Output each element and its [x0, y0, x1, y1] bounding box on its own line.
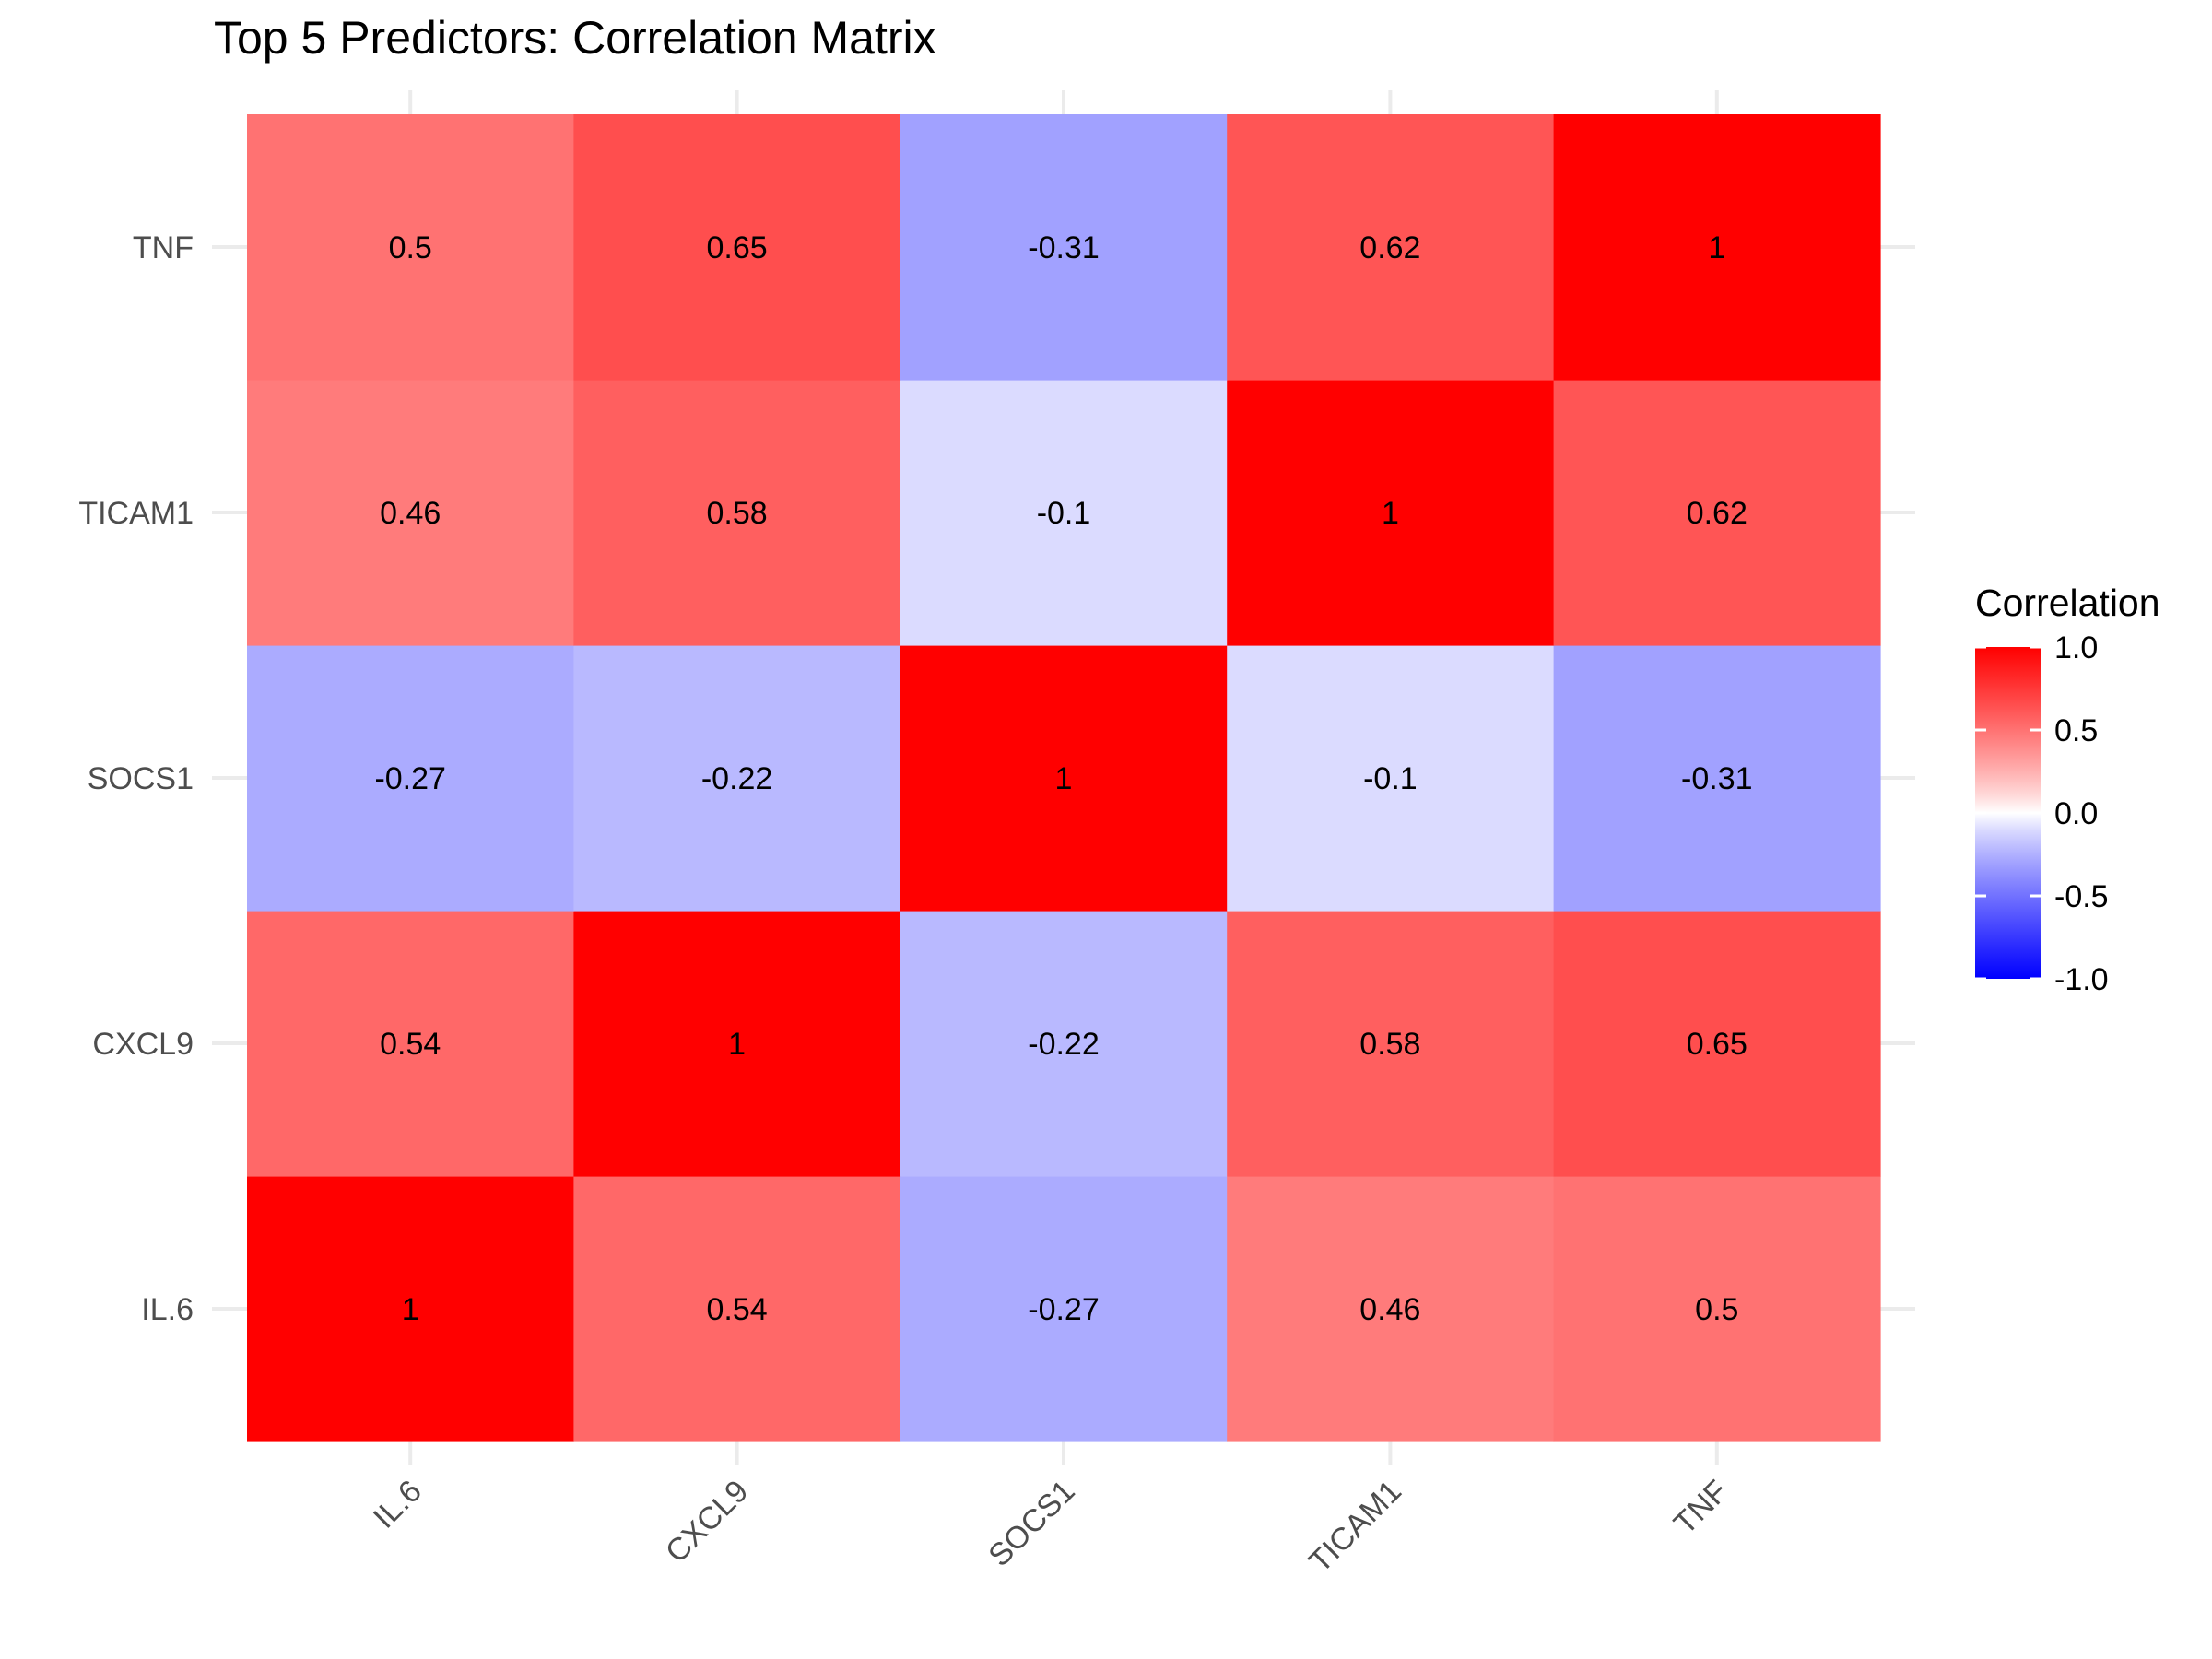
- x-tick-label: SOCS1: [982, 1474, 1081, 1573]
- cell-value-label: 0.58: [707, 496, 768, 531]
- cell-value-label: 1: [1055, 761, 1073, 796]
- heatmap-cell: [247, 911, 574, 1177]
- cell-value-label: 0.5: [1695, 1292, 1738, 1327]
- cell-value-labels: 1 0.54 -0.27 0.46 0.5 0.54 1 -0.22 0.58 0.65 -0.27…: [374, 230, 1752, 1327]
- heatmap-cell: [900, 380, 1228, 646]
- y-tick-label: CXCL9: [92, 1027, 194, 1062]
- heatmap-cell: [1553, 911, 1881, 1177]
- chart-title: Top 5 Predictors: Correlation Matrix: [214, 12, 936, 64]
- heatmap-cell: [1553, 1176, 1881, 1442]
- heatmap-cell: [1227, 1176, 1555, 1442]
- heatmap-cell: [1553, 114, 1881, 381]
- cell-value-label: 0.46: [1359, 1292, 1420, 1327]
- color-legend: Correlation 1.0 0.5 0.0 -0.5 -1.0: [1975, 582, 2160, 997]
- legend-tick-label: 0.5: [2054, 713, 2098, 748]
- heatmap-cell: [900, 911, 1228, 1177]
- cell-value-label: -0.1: [1037, 496, 1091, 531]
- x-tick-label: TNF: [1667, 1474, 1735, 1542]
- heatmap-cell: [573, 911, 901, 1177]
- cell-value-label: 0.62: [1687, 496, 1747, 531]
- cell-value-label: 0.65: [1687, 1027, 1747, 1062]
- cell-value-label: 1: [1708, 230, 1725, 265]
- cell-value-label: -0.31: [1681, 761, 1753, 796]
- cell-value-label: 1: [402, 1292, 419, 1327]
- cell-value-label: 0.62: [1359, 230, 1420, 265]
- y-tick-label: IL.6: [141, 1292, 194, 1327]
- legend-title: Correlation: [1975, 582, 2160, 624]
- x-tick-label: CXCL9: [659, 1474, 755, 1570]
- heatmap-cell: [247, 1176, 574, 1442]
- heatmap-cell: [900, 645, 1228, 912]
- cell-value-label: 0.54: [380, 1027, 441, 1062]
- cell-value-label: -0.31: [1028, 230, 1100, 265]
- heatmap-cells: [247, 114, 1881, 1442]
- cell-value-label: 0.5: [389, 230, 432, 265]
- heatmap-cell: [247, 114, 574, 381]
- y-axis: IL.6 CXCL9 SOCS1 TICAM1 TNF: [78, 230, 194, 1327]
- heatmap-cell: [1553, 380, 1881, 646]
- legend-tick-label: -0.5: [2054, 879, 2109, 914]
- cell-value-label: 0.46: [380, 496, 441, 531]
- legend-tick-label: -1.0: [2054, 962, 2109, 997]
- heatmap-cell: [573, 114, 901, 381]
- heatmap-cell: [573, 1176, 901, 1442]
- cell-value-label: 0.54: [707, 1292, 768, 1327]
- legend-tick-label: 0.0: [2054, 796, 2098, 831]
- cell-value-label: -0.22: [701, 761, 773, 796]
- y-tick-label: TNF: [133, 230, 194, 265]
- heatmap-cell: [573, 645, 901, 912]
- cell-value-label: 1: [1382, 496, 1399, 531]
- x-axis: IL.6 CXCL9 SOCS1 TICAM1 TNF: [367, 1474, 1735, 1580]
- x-tick-label: TICAM1: [1302, 1474, 1408, 1580]
- y-tick-label: SOCS1: [88, 761, 194, 796]
- heatmap-cell: [1227, 911, 1555, 1177]
- cell-value-label: 1: [728, 1027, 746, 1062]
- legend-tick-label: 1.0: [2054, 630, 2098, 665]
- cell-value-label: 0.65: [707, 230, 768, 265]
- cell-value-label: -0.22: [1028, 1027, 1100, 1062]
- heatmap-cell: [247, 380, 574, 646]
- y-tick-label: TICAM1: [78, 496, 194, 531]
- heatmap-cell: [900, 1176, 1228, 1442]
- cell-value-label: -0.1: [1363, 761, 1418, 796]
- heatmap-cell: [1227, 380, 1555, 646]
- cell-value-label: -0.27: [374, 761, 446, 796]
- cell-value-label: -0.27: [1028, 1292, 1100, 1327]
- heatmap-cell: [1553, 645, 1881, 912]
- heatmap-cell: [1227, 645, 1555, 912]
- heatmap-cell: [1227, 114, 1555, 381]
- heatmap-cell: [247, 645, 574, 912]
- heatmap-cell: [573, 380, 901, 646]
- x-tick-label: IL.6: [367, 1474, 429, 1535]
- cell-value-label: 0.58: [1359, 1027, 1420, 1062]
- heatmap-cell: [900, 114, 1228, 381]
